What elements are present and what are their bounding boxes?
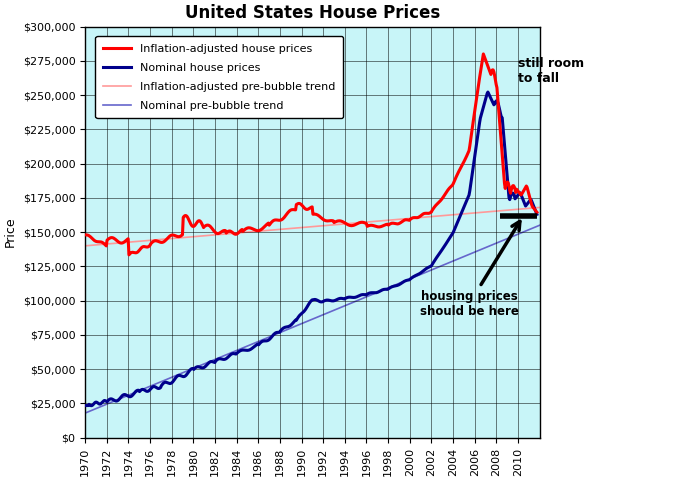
Legend: Inflation-adjusted house prices, Nominal house prices, Inflation-adjusted pre-bu: Inflation-adjusted house prices, Nominal… [95, 36, 343, 119]
Title: United States House Prices: United States House Prices [185, 4, 440, 22]
Text: still room
to fall: still room to fall [518, 57, 584, 84]
Text: housing prices
should be here: housing prices should be here [420, 221, 520, 318]
Y-axis label: Price: Price [4, 217, 17, 247]
